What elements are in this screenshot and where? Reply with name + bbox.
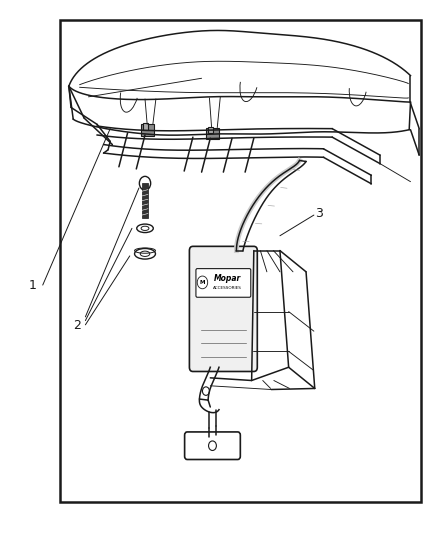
Text: Mopar: Mopar xyxy=(214,274,241,283)
Bar xyxy=(143,123,148,130)
Ellipse shape xyxy=(137,224,153,232)
Bar xyxy=(206,127,219,139)
Circle shape xyxy=(197,276,208,289)
Text: 2: 2 xyxy=(74,319,81,333)
Text: M: M xyxy=(200,280,205,285)
FancyBboxPatch shape xyxy=(185,432,240,459)
Text: 1: 1 xyxy=(29,279,37,292)
Bar xyxy=(142,183,148,217)
FancyBboxPatch shape xyxy=(189,246,257,372)
FancyBboxPatch shape xyxy=(196,269,251,297)
Ellipse shape xyxy=(140,251,150,256)
Text: ACCESSORIES: ACCESSORIES xyxy=(213,286,242,290)
Circle shape xyxy=(208,441,216,450)
Bar xyxy=(60,20,421,503)
Ellipse shape xyxy=(134,248,155,259)
Bar xyxy=(208,126,213,133)
Circle shape xyxy=(139,176,151,190)
Ellipse shape xyxy=(141,226,149,230)
Circle shape xyxy=(202,387,209,395)
Text: 3: 3 xyxy=(315,207,323,220)
Bar xyxy=(141,124,154,136)
